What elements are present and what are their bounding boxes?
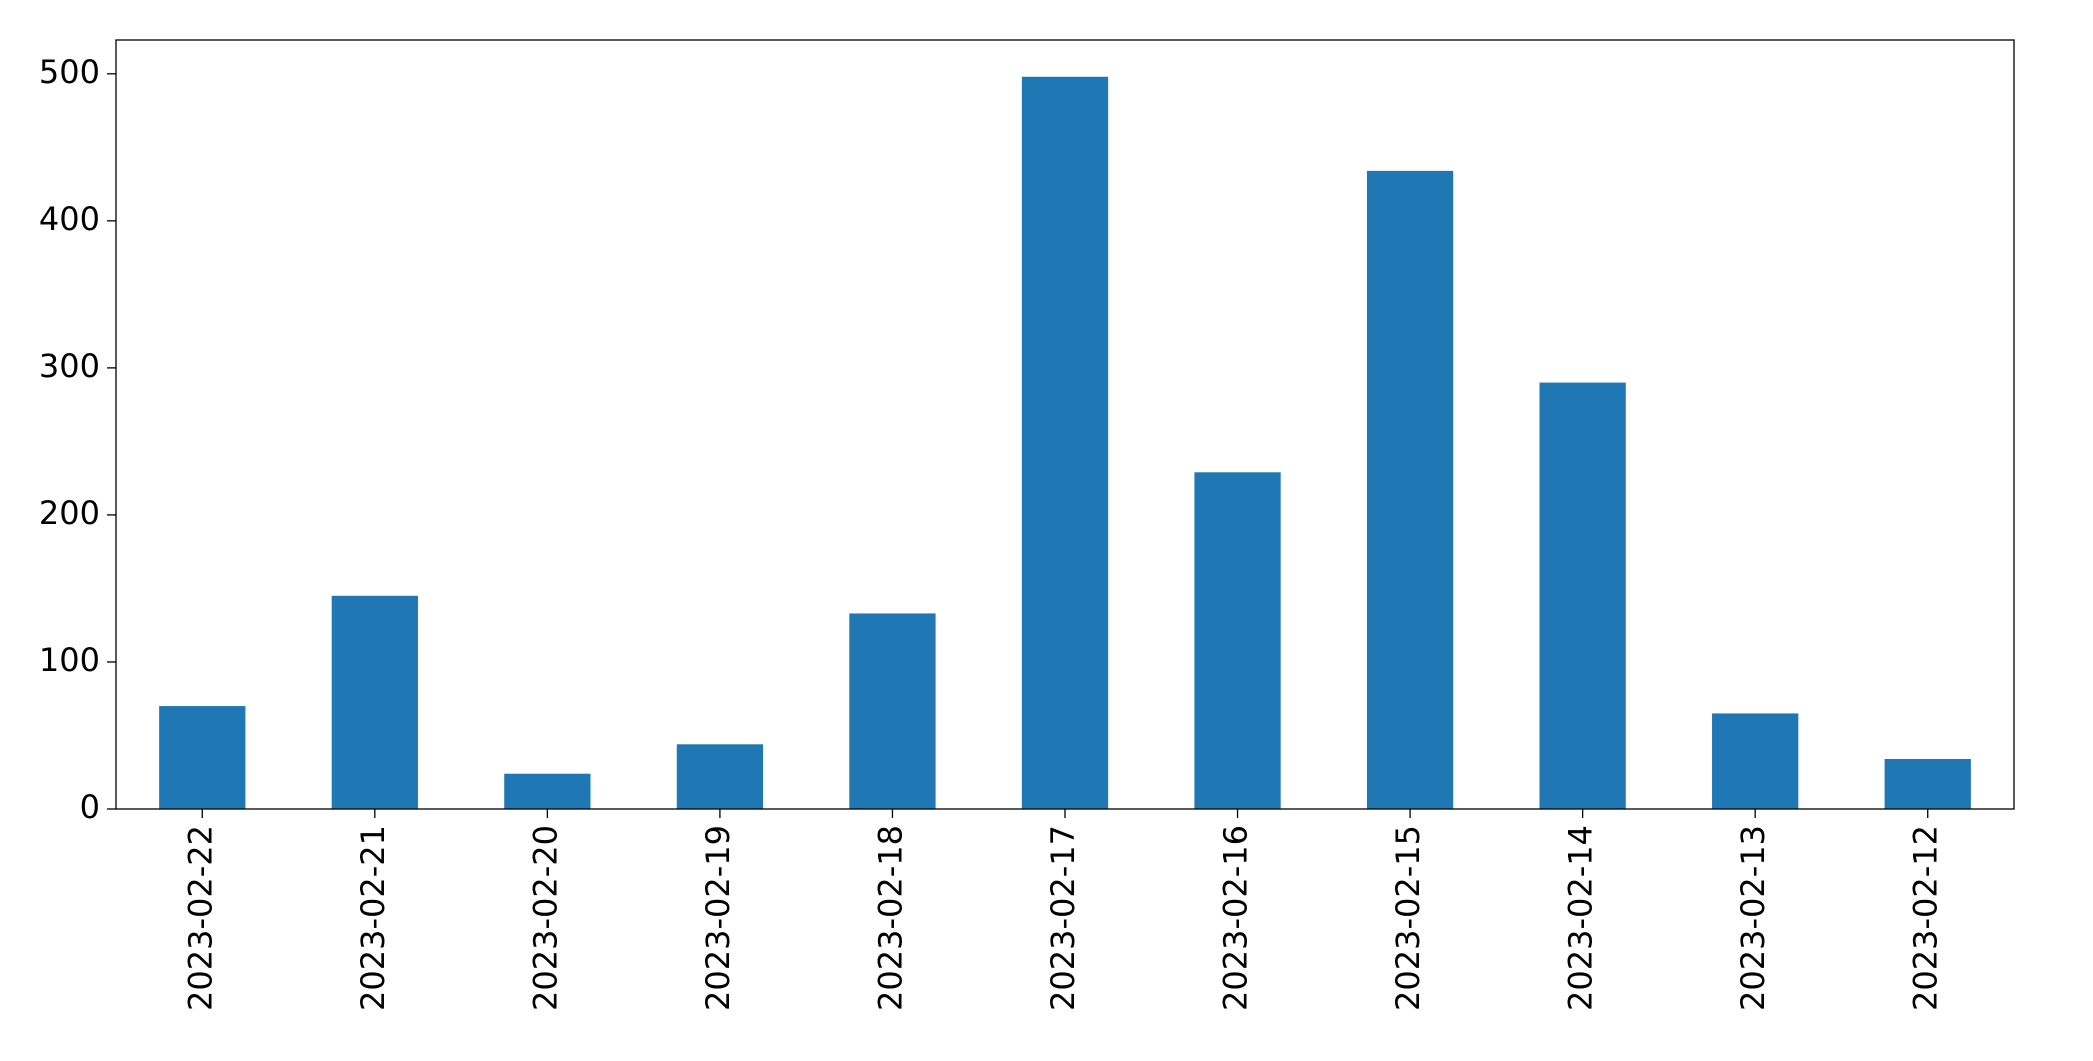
- x-tick-label: 2023-02-17: [1044, 825, 1082, 1011]
- y-tick-label: 200: [39, 494, 100, 532]
- bar: [1712, 713, 1799, 809]
- bar: [1021, 76, 1109, 809]
- bar: [1884, 759, 1971, 809]
- x-tick-label: 2023-02-16: [1217, 825, 1255, 1011]
- x-tick-label: 2023-02-13: [1734, 825, 1772, 1011]
- y-tick-label: 400: [39, 200, 100, 238]
- bar: [159, 706, 246, 809]
- bar: [676, 744, 764, 809]
- y-tick-label: 100: [39, 641, 100, 679]
- bar: [1366, 170, 1454, 810]
- bar: [331, 595, 418, 809]
- y-tick-label: 0: [80, 788, 100, 826]
- bar: [504, 773, 591, 809]
- bar: [849, 613, 936, 809]
- bar: [1194, 472, 1281, 809]
- x-tick-label: 2023-02-12: [1907, 825, 1945, 1011]
- x-tick-label: 2023-02-19: [699, 825, 737, 1011]
- y-tick-label: 500: [39, 53, 100, 91]
- bar: [1539, 382, 1626, 809]
- x-tick-label: 2023-02-15: [1389, 825, 1427, 1011]
- x-tick-label: 2023-02-22: [181, 825, 219, 1011]
- x-tick-label: 2023-02-18: [871, 825, 909, 1011]
- x-tick-label: 2023-02-20: [526, 825, 564, 1011]
- y-tick-label: 300: [39, 347, 100, 385]
- x-tick-label: 2023-02-14: [1562, 825, 1600, 1011]
- x-tick-label: 2023-02-21: [354, 825, 392, 1011]
- axes-frame: [115, 39, 2015, 810]
